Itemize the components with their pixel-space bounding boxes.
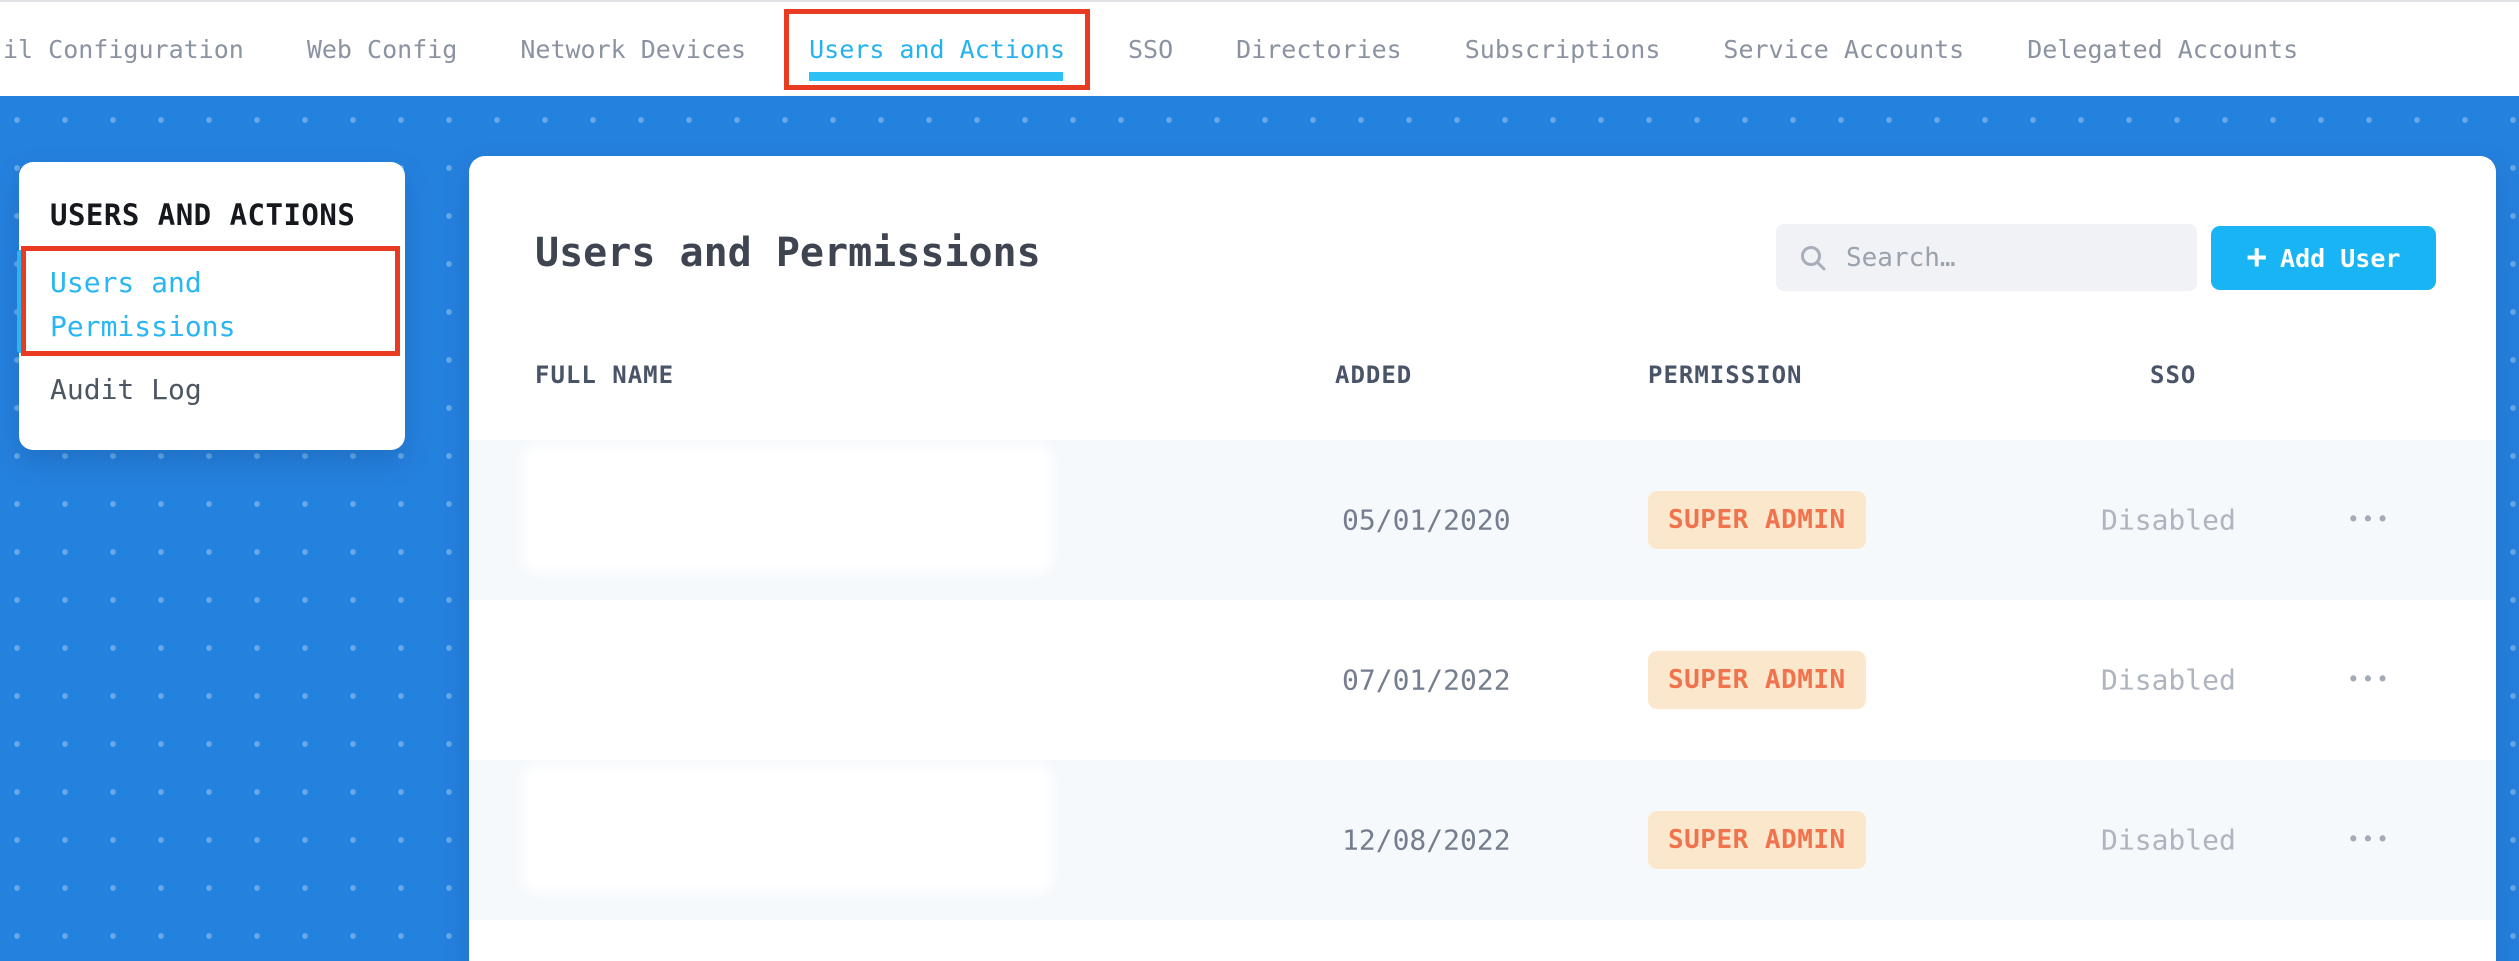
more-options-icon[interactable]: ••• (2347, 507, 2391, 532)
table-rows: 05/01/2020 SUPER ADMIN Disabled ••• 07/0… (469, 440, 2496, 920)
table-row: 07/01/2022 SUPER ADMIN Disabled ••• (469, 600, 2496, 760)
workspace-background: USERS AND ACTIONS Users and Permissions … (0, 96, 2519, 961)
tab-directories[interactable]: Directories (1236, 35, 1402, 64)
added-date: 12/08/2022 (1342, 823, 1511, 857)
tab-subscriptions[interactable]: Subscriptions (1465, 35, 1661, 64)
tab-label: Directories (1236, 34, 1402, 64)
plus-icon: + (2246, 236, 2268, 277)
users-and-actions-sidebar: USERS AND ACTIONS Users and Permissions … (17, 162, 405, 450)
permission-badge: SUPER ADMIN (1648, 811, 1866, 869)
table-header: FULL NAME ADDED PERMISSION SSO (469, 361, 2496, 401)
tab-label: Subscriptions (1464, 34, 1661, 64)
tab-label: Service Accounts (1723, 34, 1965, 64)
search-icon (1801, 245, 1826, 270)
tab-label: Delegated Accounts (2027, 34, 2299, 64)
permission-badge: SUPER ADMIN (1648, 651, 1866, 709)
column-header-added: ADDED (1335, 361, 1413, 389)
sso-status: Disabled (2101, 663, 2236, 697)
full-name-redaction-box (530, 773, 1045, 885)
sso-status: Disabled (2101, 823, 2236, 857)
tab-label: Network Devices (520, 34, 747, 64)
active-tab-underline (809, 71, 1063, 81)
full-name-redaction-box (530, 613, 1045, 725)
full-name-redaction-box (530, 453, 1045, 565)
column-header-permission: PERMISSION (1648, 361, 1803, 389)
tab-users-and-actions[interactable]: Users and Actions (784, 8, 1090, 90)
tab-label: il Configuration (3, 34, 244, 64)
tab-il-configuration[interactable]: il Configuration (3, 35, 244, 64)
tab-web-config[interactable]: Web Config (307, 35, 458, 64)
tab-sso[interactable]: SSO (1128, 35, 1173, 64)
settings-tab-bar: il Configuration Web Config Network Devi… (0, 0, 2519, 96)
search-input[interactable] (1846, 242, 2175, 273)
permission-badge: SUPER ADMIN (1648, 491, 1866, 549)
tab-network-devices[interactable]: Network Devices (520, 35, 746, 64)
sidebar-item-users-and-permissions[interactable]: Users and Permissions (50, 266, 236, 343)
tab-service-accounts[interactable]: Service Accounts (1723, 35, 1964, 64)
search-field[interactable] (1776, 224, 2197, 291)
add-user-button[interactable]: + Add User (2211, 226, 2436, 290)
table-row: 12/08/2022 SUPER ADMIN Disabled ••• (469, 760, 2496, 920)
more-options-icon[interactable]: ••• (2347, 827, 2391, 852)
more-options-icon[interactable]: ••• (2347, 667, 2391, 692)
table-row: 05/01/2020 SUPER ADMIN Disabled ••• (469, 440, 2496, 600)
tab-label: Web Config (306, 34, 458, 64)
selected-item-accent-bar (17, 250, 24, 353)
tab-label: Users and Actions (809, 34, 1065, 64)
tab-delegated-accounts[interactable]: Delegated Accounts (2027, 35, 2298, 64)
page-title: Users and Permissions (535, 230, 1041, 276)
added-date: 07/01/2022 (1342, 663, 1511, 697)
column-header-sso: SSO (2150, 361, 2197, 389)
add-user-label: Add User (2280, 243, 2401, 273)
added-date: 05/01/2020 (1342, 503, 1511, 537)
users-and-permissions-panel: Users and Permissions + Add User FULL NA… (469, 156, 2496, 961)
sidebar-heading: USERS AND ACTIONS (50, 198, 356, 232)
sso-status: Disabled (2101, 503, 2236, 537)
tab-label: SSO (1128, 34, 1174, 64)
column-header-full-name: FULL NAME (535, 361, 675, 389)
sidebar-item-audit-log[interactable]: Audit Log (50, 373, 202, 406)
